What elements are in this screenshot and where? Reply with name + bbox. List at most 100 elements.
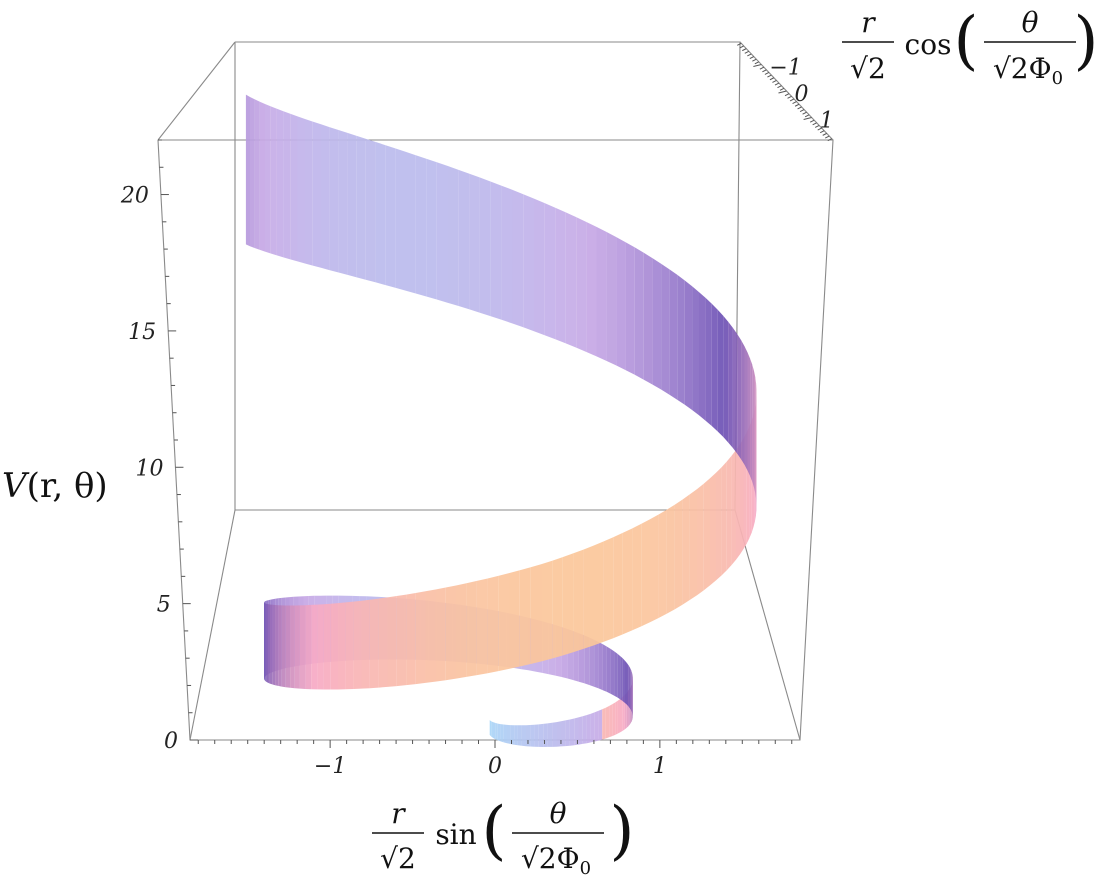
dlabel-num: r [861,6,876,39]
ribbon-segment [717,309,724,437]
ribbon-segment [616,237,626,371]
ribbon-segment [593,541,604,646]
ribbon-segment [425,589,436,683]
ribbon-segment [272,604,276,686]
vertical-tick-label: 15 [128,320,156,345]
ribbon-segment [278,605,282,687]
ribbon-segment [534,198,545,336]
ribbon-segment [622,528,633,635]
ribbon-segment [361,599,370,689]
ribbon-segment [562,553,574,656]
depth-tick-mark [814,124,820,128]
ribbon-segment [552,722,557,747]
ribbon-segment [323,603,331,690]
depth-tick-mark [803,117,812,120]
ribbon-segment [264,603,266,681]
ribbon-segment [576,217,587,352]
hlabel-func: sin [435,818,476,851]
ribbon-segment [641,519,650,627]
ribbon-segment [594,639,599,689]
ribbon-segment [276,108,284,258]
ribbon-segment [620,696,623,733]
ribbon-segment [692,286,699,416]
ribbon-segment [613,532,623,639]
ribbon-segment [495,722,498,741]
depth-tick-mark [767,74,772,78]
vertical-axis-ticks: 0 5 10 15 20 [120,139,198,754]
ribbon-segment [501,185,513,324]
ribbon-segment [497,723,501,742]
vertical-tick-label: 5 [157,593,171,618]
ribbon-segment [356,135,366,280]
ribbon-segment [669,269,678,400]
ribbon-segment [650,514,659,623]
ribbon-segment [610,648,615,696]
ribbon-segment [447,165,459,306]
ribbon-segment [737,334,742,460]
ribbon-segment [415,155,427,297]
svg-text:√2Φ0: √2Φ0 [993,52,1063,89]
ribbon-segment [569,718,575,746]
ribbon-segment [290,605,295,689]
horizontal-tick-label: −1 [314,754,346,779]
depth-tick-mark [753,64,762,67]
ribbon-segment [338,129,348,275]
ribbon-segment [456,583,467,679]
ribbon-segment [312,121,321,268]
ribbon-segment [755,377,757,499]
dlabel-den: √2 [850,52,886,85]
ribbon-segment [523,194,534,332]
vertical-tick-label: 20 [120,184,149,209]
ribbon-segment [689,489,697,600]
ribbon-segment [305,604,312,690]
ribbon-segment [565,212,577,348]
ribbon-segment [321,124,330,271]
ribbon-segment [677,274,685,405]
ribbon-segment [555,207,566,344]
ribbon-segment [614,651,618,698]
ribbon-segment [514,725,518,746]
vertical-axis-label: V(r, θ) [2,466,108,506]
ribbon-segment [338,602,346,690]
depth-tick-mark [779,87,785,91]
ribbon-segment [606,231,617,366]
hlabel-den: √2 [380,842,416,875]
ribbon-segment [740,438,744,555]
svg-text:√2Φ0: √2Φ0 [521,842,591,879]
ribbon-segment [573,549,584,653]
depth-tick-mark [747,53,752,57]
ribbon-segment [552,557,563,659]
ribbon-segment [622,694,625,731]
ribbon-segment [387,596,397,687]
ribbon-segment [305,119,313,266]
ribbon-segment [561,720,566,747]
ribbon-segment [598,709,603,741]
depth-tick-label: 0 [795,82,809,107]
ribbon-segment [406,593,416,686]
plot-box [157,41,834,741]
ribbon-segment [731,450,736,565]
ribbon-segment [268,604,270,684]
ribbon-segment [578,716,583,745]
ribbon-segment [736,444,740,560]
depth-tick-mark [764,72,770,75]
depth-tick-mark [822,132,827,136]
ribbon-segment [521,725,526,747]
ribbon-segment [661,263,670,395]
svg-text:V(r, θ): V(r, θ) [2,466,108,506]
ribbon-segment [266,603,268,683]
ribbon-segment [500,724,504,743]
depth-tick-mark [784,93,790,97]
ribbon-segment [311,604,318,690]
hlabel-arg-den: √2Φ [521,842,580,875]
ribbon-segment [329,127,339,273]
ribbon-segment [705,297,712,426]
ribbon-segment [615,700,618,735]
ribbon-segment [605,706,610,739]
depth-tick-mark [809,119,815,123]
ribbon-segment [385,145,396,288]
depth-tick-mark [819,130,825,134]
vertical-tick-label: 10 [135,456,163,481]
depth-tick-mark [744,50,750,54]
